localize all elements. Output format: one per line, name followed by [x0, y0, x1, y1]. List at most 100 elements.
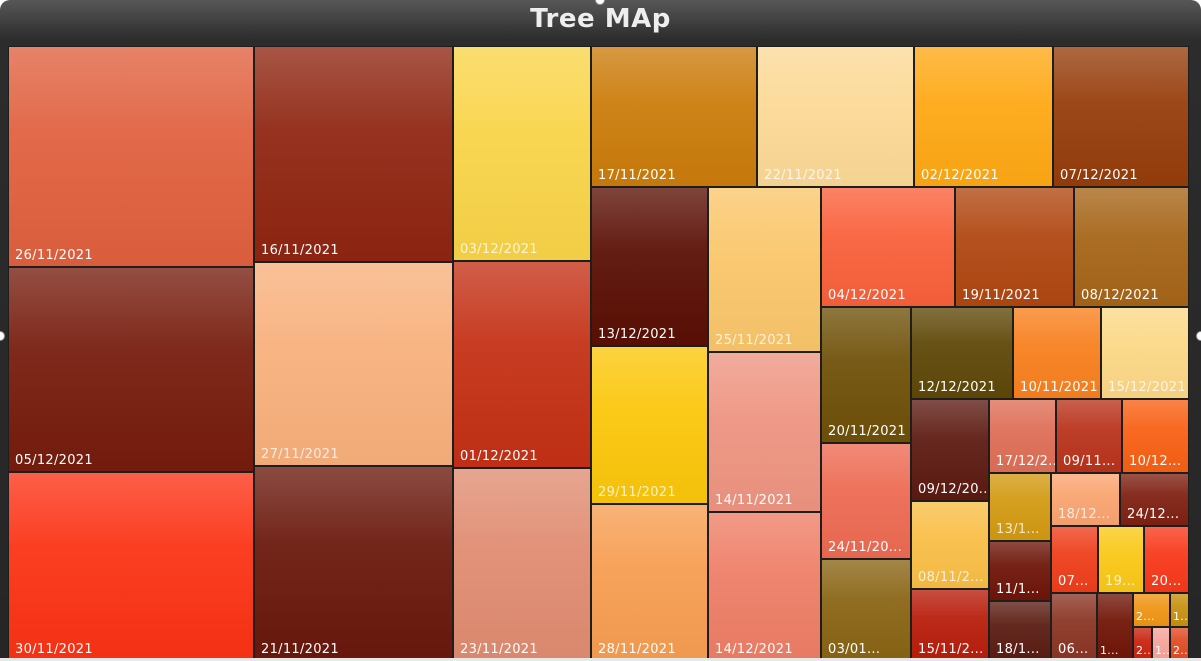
treemap-tile[interactable]: 03/01...: [821, 559, 911, 661]
treemap-tile[interactable]: 30/11/2021: [8, 472, 254, 661]
treemap-tile-label: 06...: [1058, 642, 1088, 657]
treemap-tile[interactable]: 14/11/2021: [708, 352, 821, 512]
treemap-tile-label: 20/11/2021: [828, 424, 906, 439]
treemap-tile[interactable]: 07/12/2021: [1053, 46, 1189, 187]
tile-gloss: [9, 473, 253, 660]
tile-gloss: [822, 308, 910, 442]
treemap-tile[interactable]: 20...: [1144, 526, 1189, 593]
treemap-tile-label: 15/12/2021: [1108, 380, 1186, 395]
treemap-tile-label: 18/12...: [1058, 507, 1110, 522]
treemap-tile[interactable]: 18/12...: [1051, 473, 1120, 526]
treemap-tile[interactable]: 08/11/2...: [911, 501, 989, 589]
treemap-tile[interactable]: 02/12/2021: [914, 46, 1053, 187]
treemap-tile-label: 2...: [1136, 644, 1152, 657]
treemap-tile[interactable]: 24/12...: [1120, 473, 1189, 526]
treemap-tile[interactable]: 27/11/2021: [254, 262, 453, 466]
treemap-tile[interactable]: 19...: [1098, 526, 1144, 593]
tile-gloss: [1054, 47, 1188, 186]
treemap-tile-label: 1...: [1100, 644, 1119, 657]
treemap-tile[interactable]: 08/12/2021: [1074, 187, 1189, 307]
treemap-tile[interactable]: 18/1...: [989, 601, 1051, 661]
treemap-tile-label: 19...: [1105, 574, 1135, 589]
treemap-tile-label: 23/11/2021: [460, 642, 538, 657]
treemap-tile-label: 14/11/2021: [715, 493, 793, 508]
treemap-tile-label: 25/11/2021: [715, 333, 793, 348]
treemap-tile[interactable]: 10/12...: [1122, 399, 1189, 473]
treemap-tile[interactable]: 22/11/2021: [757, 46, 914, 187]
treemap-tile-label: 03/01...: [828, 642, 880, 657]
tile-gloss: [709, 353, 820, 511]
treemap-tile[interactable]: 2...: [1170, 627, 1189, 661]
treemap-tile[interactable]: 1...: [1097, 593, 1133, 661]
treemap-tile-label: 16/11/2021: [261, 243, 339, 258]
treemap-tile-label: 1...: [1155, 644, 1170, 657]
treemap-tile[interactable]: 2...: [1133, 593, 1170, 627]
treemap-tile[interactable]: 23/11/2021: [453, 468, 591, 661]
treemap-tile[interactable]: 09/12/20...: [911, 399, 989, 501]
treemap-tile-label: 04/12/2021: [828, 288, 906, 303]
tile-gloss: [709, 513, 820, 660]
treemap-tile-label: 03/12/2021: [460, 242, 538, 257]
treemap-tile-label: 20...: [1151, 574, 1181, 589]
treemap-tile-label: 01/12/2021: [460, 449, 538, 464]
treemap-tile-label: 15/11/2...: [918, 642, 984, 657]
treemap-tile[interactable]: 26/11/2021: [8, 46, 254, 267]
treemap-tile[interactable]: 05/12/2021: [8, 267, 254, 472]
resize-handle-right[interactable]: [1196, 331, 1201, 341]
treemap-tile-label: 08/12/2021: [1081, 288, 1159, 303]
treemap-tile[interactable]: 15/12/2021: [1101, 307, 1189, 399]
chart-title: Tree MAp: [0, 4, 1201, 34]
treemap-tile-label: 09/12/20...: [918, 482, 989, 497]
tile-gloss: [9, 268, 253, 471]
treemap-tile[interactable]: 13/1...: [989, 473, 1051, 541]
treemap-tile-label: 17/11/2021: [598, 168, 676, 183]
treemap-tile[interactable]: 17/11/2021: [591, 46, 757, 187]
treemap-tile[interactable]: 24/11/20...: [821, 443, 911, 559]
treemap-tile-label: 24/11/20...: [828, 540, 902, 555]
treemap-tile-label: 2...: [1136, 610, 1155, 623]
treemap-tile[interactable]: 04/12/2021: [821, 187, 955, 307]
treemap-tile[interactable]: 21/11/2021: [254, 466, 453, 661]
treemap-tile[interactable]: 06...: [1051, 593, 1097, 661]
treemap-tile[interactable]: 12/12/2021: [911, 307, 1013, 399]
tile-gloss: [9, 47, 253, 266]
treemap-tile[interactable]: 13/12/2021: [591, 187, 708, 346]
treemap-tile[interactable]: 2...: [1133, 627, 1152, 661]
treemap-tile[interactable]: 10/11/2021: [1013, 307, 1101, 399]
tile-gloss: [255, 47, 452, 261]
treemap-tile-label: 07/12/2021: [1060, 168, 1138, 183]
treemap-tile[interactable]: 17/12/2...: [989, 399, 1056, 473]
treemap-tile[interactable]: 28/11/2021: [591, 504, 708, 661]
tile-gloss: [454, 469, 590, 660]
treemap-tile[interactable]: 19/11/2021: [955, 187, 1074, 307]
tile-gloss: [255, 467, 452, 660]
tile-gloss: [915, 47, 1052, 186]
treemap-tile-label: 07...: [1058, 574, 1088, 589]
treemap-tile-label: 13/12/2021: [598, 327, 676, 342]
tile-gloss: [709, 188, 820, 351]
treemap-tile[interactable]: 01/12/2021: [453, 261, 591, 468]
tile-gloss: [592, 47, 756, 186]
treemap-tile[interactable]: 29/11/2021: [591, 346, 708, 504]
treemap-tile-label: 28/11/2021: [598, 642, 676, 657]
treemap-tile-label: 02/12/2021: [921, 168, 999, 183]
treemap-tile[interactable]: 09/11...: [1056, 399, 1122, 473]
treemap-tile[interactable]: 25/11/2021: [708, 187, 821, 352]
treemap-tile-label: 17/12/2...: [996, 454, 1056, 469]
treemap-tile-label: 21/11/2021: [261, 642, 339, 657]
treemap-tile[interactable]: 14/12/2021: [708, 512, 821, 661]
treemap-tile[interactable]: 1...: [1170, 593, 1189, 627]
treemap-tile[interactable]: 20/11/2021: [821, 307, 911, 443]
treemap-tile-label: 10/12...: [1129, 454, 1181, 469]
treemap-tile[interactable]: 07...: [1051, 526, 1098, 593]
treemap-tile[interactable]: 11/1...: [989, 541, 1051, 601]
tile-gloss: [454, 262, 590, 467]
treemap-tile[interactable]: 15/11/2...: [911, 589, 989, 661]
treemap-tile-label: 11/1...: [996, 582, 1040, 597]
treemap-tile[interactable]: 16/11/2021: [254, 46, 453, 262]
treemap-tile[interactable]: 03/12/2021: [453, 46, 591, 261]
treemap-plot-area: 26/11/2021 05/12/2021 30/11/2021 16/11/2021…: [8, 46, 1189, 661]
treemap-tile[interactable]: 1...: [1152, 627, 1170, 661]
treemap-tile-label: 08/11/2...: [918, 570, 984, 585]
